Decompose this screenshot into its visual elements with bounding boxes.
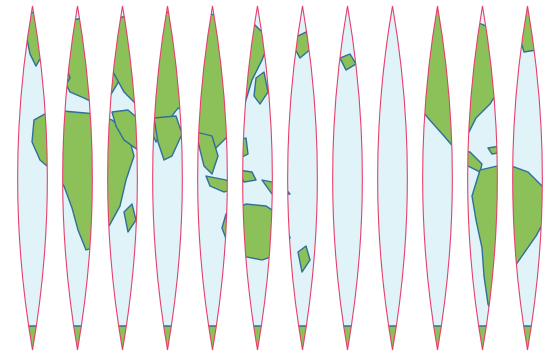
southeast-asia-landmass bbox=[195, 131, 219, 175]
gore-outline-11 bbox=[467, 5, 498, 351]
antarctica-landmass bbox=[17, 325, 543, 350]
gore-fill-9 bbox=[377, 6, 408, 350]
gore-outline-12 bbox=[512, 5, 543, 351]
gore-outline-10 bbox=[422, 5, 453, 351]
india-landmass bbox=[153, 115, 183, 161]
australia-landmass bbox=[221, 203, 291, 261]
gore-outline-8 bbox=[332, 5, 363, 351]
japan-landmass bbox=[253, 71, 269, 105]
gore-fill-7 bbox=[287, 6, 318, 350]
gore-outlines bbox=[17, 5, 543, 351]
gore-outline-9 bbox=[377, 5, 408, 351]
gore-outline-1 bbox=[17, 5, 48, 351]
gore-ocean-fills bbox=[17, 6, 543, 350]
new-zealand-landmass bbox=[297, 245, 311, 273]
gore-outline-2 bbox=[62, 5, 93, 351]
gore-outline-6 bbox=[242, 5, 273, 351]
gore-outline-3 bbox=[107, 5, 138, 351]
gore-outline-4 bbox=[152, 5, 183, 351]
gore-outline-7 bbox=[287, 5, 318, 351]
greenland-right-landmass bbox=[517, 7, 543, 53]
gore-fill-8 bbox=[332, 6, 363, 350]
gore-outline-5 bbox=[197, 5, 228, 351]
caribbean-landmass bbox=[487, 145, 505, 155]
gore-fill-1 bbox=[17, 6, 48, 350]
